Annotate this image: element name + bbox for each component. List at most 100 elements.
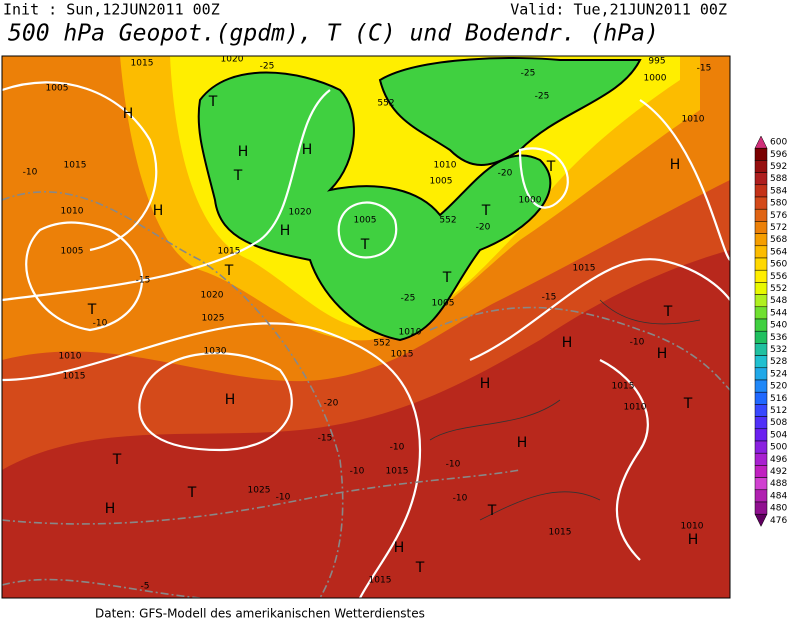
contour-label: 1005 [46, 84, 69, 94]
contour-label: 1015 [612, 382, 635, 392]
colorbar-swatch [754, 294, 768, 308]
pressure-center: H [280, 223, 291, 239]
contour-label: 1015 [386, 467, 409, 477]
colorbar-label: 544 [770, 308, 787, 318]
colorbar-label: 504 [770, 430, 787, 440]
contour-label: 1010 [61, 207, 84, 217]
isobar [2, 81, 158, 252]
colorbar-swatch [754, 391, 768, 405]
contour-label: -10 [276, 493, 291, 503]
colorbar-arrow [754, 135, 768, 149]
colorbar-label: 600 [770, 138, 787, 148]
colorbar-swatch [754, 440, 768, 454]
isotherm [429, 306, 730, 391]
contour-label: -25 [260, 62, 275, 72]
contour-label: -15 [318, 434, 333, 444]
colorbar-swatch [754, 367, 768, 381]
contour-label: -15 [136, 276, 151, 286]
contour-label: 1005 [354, 216, 377, 226]
colorbar-label: 552 [770, 284, 787, 294]
contour-label: 1010 [434, 161, 457, 171]
contour-label: -25 [521, 69, 536, 79]
colorbar-label: 596 [770, 150, 787, 160]
pressure-center: T [233, 168, 243, 184]
pressure-center: H [394, 540, 405, 556]
colorbar-swatch [754, 477, 768, 491]
colorbar-swatch [754, 269, 768, 283]
pressure-center: T [224, 263, 234, 279]
colorbar-swatch [754, 428, 768, 442]
pressure-center: H [657, 346, 668, 362]
contour-label: 1015 [369, 576, 392, 586]
contour-label: -10 [390, 443, 405, 453]
isobar [599, 359, 649, 561]
coastline [429, 299, 701, 521]
contour-label: 1010 [399, 328, 422, 338]
colorbar-label: 508 [770, 418, 787, 428]
pressure-center: T [112, 452, 122, 468]
isobar [2, 322, 422, 598]
colorbar-swatch [754, 452, 768, 466]
isobar [469, 258, 730, 362]
colorbar-swatch [754, 416, 768, 430]
init-time: Init : Sun,12JUN2011 00Z [3, 1, 220, 19]
isobar [518, 147, 569, 209]
colorbar-swatch [754, 233, 768, 247]
pressure-center: H [688, 532, 699, 548]
colorbar-label: 492 [770, 467, 787, 477]
colorbar-label: 484 [770, 491, 787, 501]
contour-label: -10 [453, 494, 468, 504]
pressure-center: T [360, 237, 370, 253]
pressure-center: T [546, 159, 556, 175]
pressure-center: H [225, 392, 236, 408]
contour-label: -20 [476, 223, 491, 233]
colorbar-label: 576 [770, 211, 787, 221]
contour-label: -10 [23, 168, 38, 178]
colorbar-swatch [754, 489, 768, 503]
contour-label: 1015 [63, 372, 86, 382]
contour-label: 1010 [624, 403, 647, 413]
colorbar-label: 588 [770, 174, 787, 184]
contour-label: 1010 [682, 115, 705, 125]
contour-label: 1030 [204, 347, 227, 357]
colorbar-label: 496 [770, 455, 787, 465]
pressure-center: H [153, 203, 164, 219]
contour-label: -10 [630, 338, 645, 348]
colorbar-label: 592 [770, 162, 787, 172]
colorbar-swatch [754, 208, 768, 222]
colorbar-label: 476 [770, 516, 787, 526]
colorbar-label: 516 [770, 394, 787, 404]
footer-source: Daten: GFS-Modell des amerikanischen Wet… [95, 607, 425, 620]
pressure-center: H [302, 142, 313, 158]
contour-label: -15 [697, 64, 712, 74]
colorbar-label: 532 [770, 345, 787, 355]
map-title: 500 hPa Geopot.(gpdm), T (C) und Bodendr… [8, 21, 659, 47]
map-frame [1, 55, 731, 599]
colorbar-label: 560 [770, 260, 787, 270]
isobar [2, 89, 331, 302]
colorbar: 600 596 592 588 584 580 576 572 568 564 560 556 552 5… [754, 135, 787, 527]
colorbar-label: 512 [770, 406, 787, 416]
isotherm [2, 578, 201, 598]
contour-label: 552 [377, 99, 394, 109]
colorbar-swatch [754, 221, 768, 234]
pressure-center: T [487, 503, 497, 519]
colorbar-label: 564 [770, 247, 787, 257]
contour-label: 1015 [573, 264, 596, 274]
isobar [138, 352, 293, 452]
contour-label: 1000 [644, 74, 667, 84]
contour-label: 995 [648, 57, 665, 67]
colorbar-label: 580 [770, 199, 787, 209]
colorbar-label: 572 [770, 223, 787, 233]
contour-label: 1010 [681, 522, 704, 532]
colorbar-swatch [754, 245, 768, 259]
colorbar-swatch [754, 404, 768, 417]
colorbar-swatch [754, 355, 768, 369]
pressure-center: H [562, 335, 573, 351]
colorbar-label: 548 [770, 296, 787, 306]
colorbar-swatch [754, 379, 768, 393]
pressure-center: H [105, 501, 116, 517]
colorbar-swatch [754, 343, 768, 356]
